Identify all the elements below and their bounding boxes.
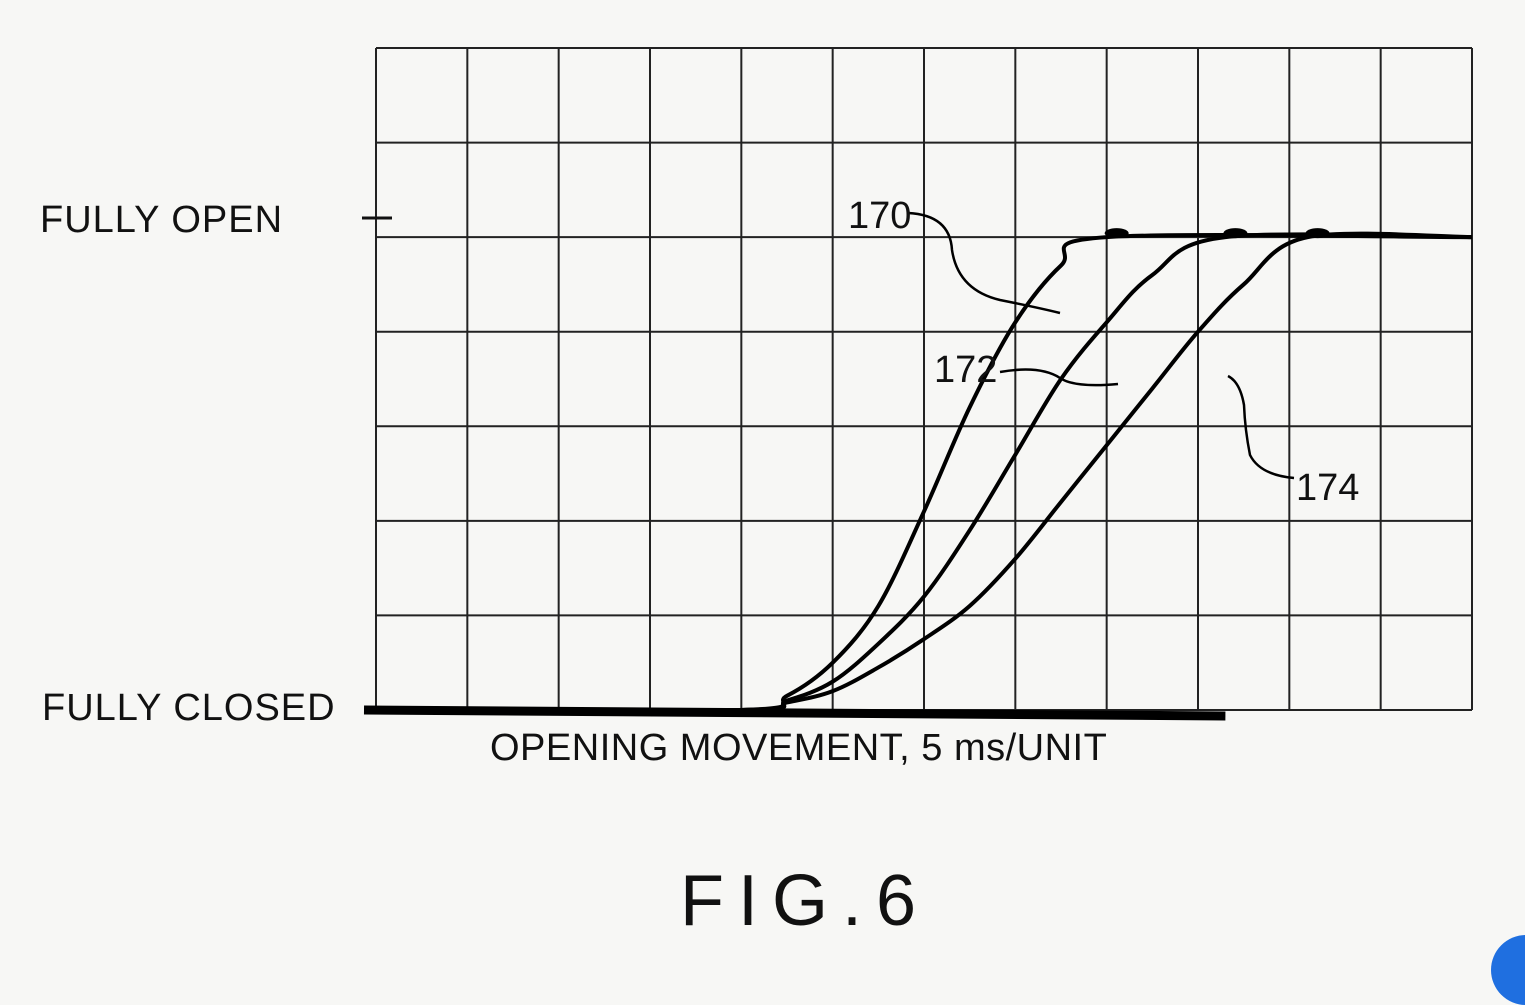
leader-170 xyxy=(908,213,1060,313)
x-axis-label: OPENING MOVEMENT, 5 ms/UNIT xyxy=(490,727,1107,769)
series-label-170: 170 xyxy=(848,195,911,237)
y-label-fully-closed: FULLY CLOSED xyxy=(42,687,336,729)
chart-figure: FULLY OPEN FULLY CLOSED OPENING MOVEMENT… xyxy=(0,0,1525,969)
curve-knee-172 xyxy=(1223,228,1247,238)
reference-leaders xyxy=(908,213,1294,478)
series-label-172: 172 xyxy=(934,349,997,391)
series-label-174: 174 xyxy=(1296,467,1359,509)
curve-knee-174 xyxy=(1306,228,1330,238)
figure-title: FIG.6 xyxy=(680,861,930,941)
curve-knee-170 xyxy=(1105,228,1129,238)
y-label-fully-open: FULLY OPEN xyxy=(40,199,283,241)
chart-grid xyxy=(376,48,1472,710)
